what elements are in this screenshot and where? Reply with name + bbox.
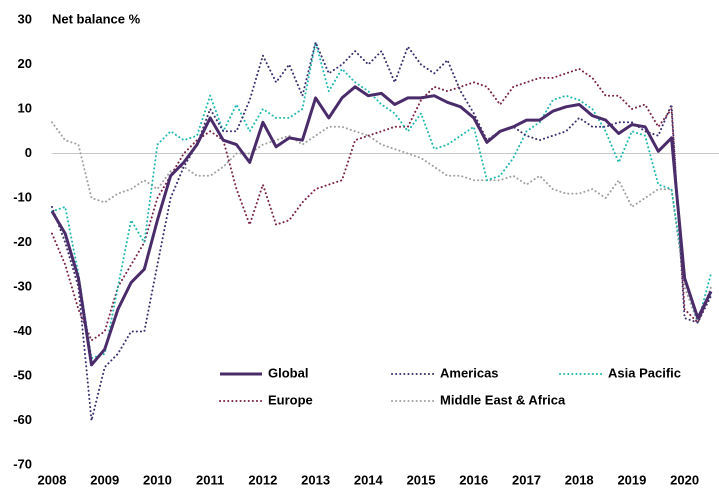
legend-label: Americas bbox=[440, 365, 499, 380]
series-line bbox=[50, 85, 713, 367]
y-tick-label: 0 bbox=[25, 145, 32, 160]
y-tick-label: -60 bbox=[13, 412, 32, 427]
y-tick-label: -40 bbox=[13, 323, 32, 338]
series-line bbox=[51, 121, 712, 324]
x-tick-label: 2020 bbox=[670, 472, 699, 487]
x-tick-label: 2019 bbox=[617, 472, 646, 487]
y-tick-label: 10 bbox=[18, 100, 32, 115]
legend-label: Middle East & Africa bbox=[440, 392, 566, 407]
y-axis-label: Net balance % bbox=[52, 11, 141, 26]
x-tick-label: 2008 bbox=[38, 472, 67, 487]
x-tick-label: 2009 bbox=[90, 472, 119, 487]
legend-label: Europe bbox=[268, 392, 313, 407]
y-tick-label: -10 bbox=[13, 189, 32, 204]
y-tick-label: 30 bbox=[18, 11, 32, 26]
y-tick-label: -70 bbox=[13, 456, 32, 471]
x-tick-label: 2016 bbox=[459, 472, 488, 487]
x-tick-label: 2010 bbox=[143, 472, 172, 487]
y-tick-label: -30 bbox=[13, 278, 32, 293]
y-tick-label: -20 bbox=[13, 234, 32, 249]
x-tick-label: 2018 bbox=[565, 472, 594, 487]
y-tick-label: 20 bbox=[18, 56, 32, 71]
legend-label: Asia Pacific bbox=[608, 365, 681, 380]
series-line bbox=[51, 41, 712, 360]
x-tick-label: 2015 bbox=[407, 472, 436, 487]
x-tick-label: 2017 bbox=[512, 472, 541, 487]
y-tick-label: -50 bbox=[13, 367, 32, 382]
legend-label: Global bbox=[268, 365, 308, 380]
series-line bbox=[51, 41, 712, 422]
x-tick-label: 2013 bbox=[301, 472, 330, 487]
x-tick-label: 2011 bbox=[196, 472, 224, 487]
series-line bbox=[51, 67, 712, 342]
x-tick-label: 2012 bbox=[248, 472, 277, 487]
x-tick-label: 2014 bbox=[354, 472, 384, 487]
